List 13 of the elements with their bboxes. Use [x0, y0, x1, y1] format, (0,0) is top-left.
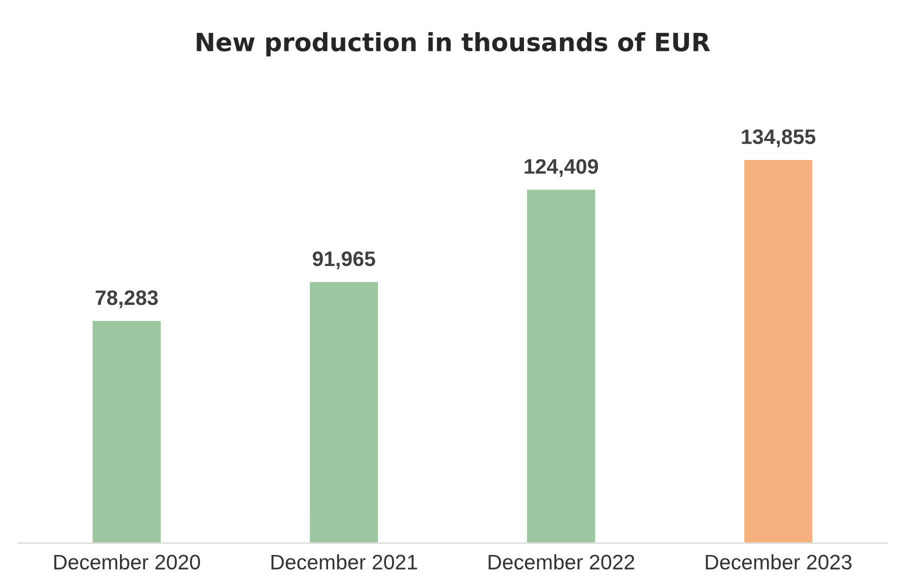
x-tick-label: December 2022 [488, 554, 634, 570]
x-tick-label: December 2020 [54, 554, 200, 570]
bar [742, 158, 814, 544]
bar [91, 320, 162, 544]
data-label: 91,965 [312, 251, 376, 270]
chart-title: New production in thousands of EUR [196, 32, 710, 56]
data-label: 134,855 [742, 129, 816, 148]
data-label: 78,283 [96, 290, 158, 308]
x-tick-label: December 2023 [706, 554, 852, 570]
data-label: 124,409 [524, 159, 598, 177]
bar [526, 188, 597, 544]
bar [308, 280, 380, 544]
x-tick-label: December 2021 [272, 554, 418, 570]
